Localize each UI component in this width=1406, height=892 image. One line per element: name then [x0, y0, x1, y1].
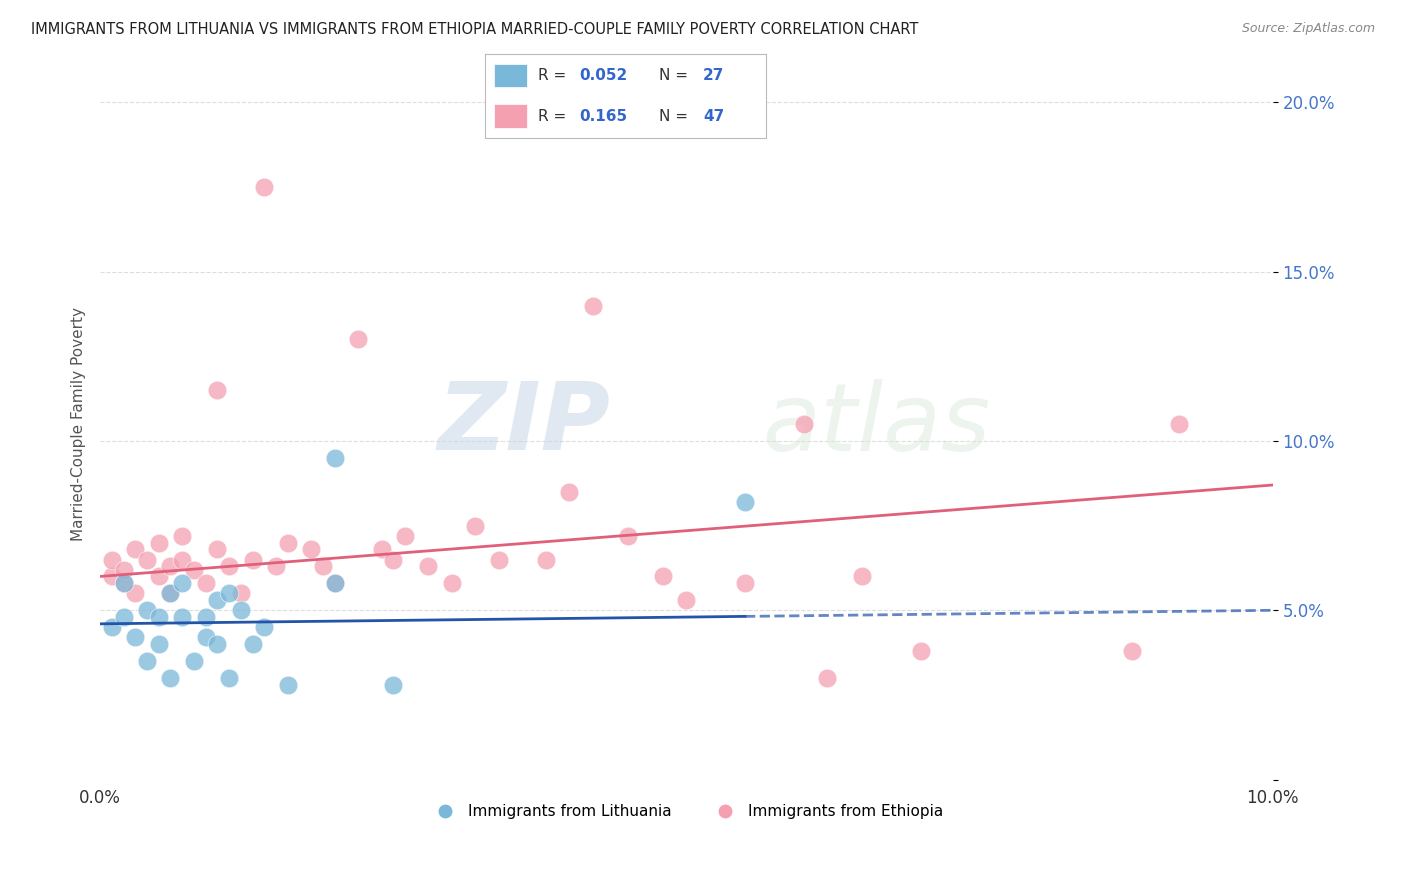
Point [194, 610, 217, 624]
Point [101, 569, 124, 583]
Point [207, 637, 229, 651]
Point [136, 552, 159, 566]
Text: 47: 47 [703, 109, 724, 124]
Point [464, 518, 486, 533]
Point [172, 576, 194, 591]
Point [183, 654, 205, 668]
Point [148, 610, 170, 624]
Point [183, 563, 205, 577]
Point [218, 671, 240, 685]
Point [194, 576, 217, 591]
Point [910, 644, 932, 658]
Point [253, 620, 276, 634]
Point [851, 569, 873, 583]
Point [793, 417, 815, 431]
Text: 0.052: 0.052 [579, 68, 627, 83]
Point [159, 586, 181, 600]
Text: 27: 27 [703, 68, 724, 83]
Point [172, 610, 194, 624]
Point [101, 620, 124, 634]
Bar [494, 63, 527, 87]
Point [312, 559, 335, 574]
Point [148, 569, 170, 583]
Point [124, 542, 146, 557]
Point [440, 576, 463, 591]
Point [124, 586, 146, 600]
Point [207, 593, 229, 607]
Point [229, 603, 252, 617]
Point [581, 299, 603, 313]
Point [218, 559, 240, 574]
Bar [494, 104, 527, 128]
Point [207, 542, 229, 557]
Point [159, 671, 181, 685]
Point [1167, 417, 1189, 431]
Point [207, 383, 229, 397]
Point [651, 569, 673, 583]
Point [616, 529, 638, 543]
Point [253, 180, 276, 194]
Point [558, 484, 581, 499]
Point [382, 678, 405, 692]
Point [675, 593, 697, 607]
Point [148, 637, 170, 651]
Point [370, 542, 392, 557]
Point [136, 654, 159, 668]
Point [277, 535, 299, 549]
Point [242, 637, 264, 651]
Point [323, 576, 346, 591]
Point [172, 552, 194, 566]
Point [815, 671, 838, 685]
Text: R =: R = [538, 109, 572, 124]
Point [242, 552, 264, 566]
Point [148, 535, 170, 549]
Text: IMMIGRANTS FROM LITHUANIA VS IMMIGRANTS FROM ETHIOPIA MARRIED-COUPLE FAMILY POVE: IMMIGRANTS FROM LITHUANIA VS IMMIGRANTS … [31, 22, 918, 37]
Point [112, 563, 135, 577]
Point [394, 529, 416, 543]
Point [172, 529, 194, 543]
Point [159, 559, 181, 574]
Point [534, 552, 557, 566]
Point [194, 631, 217, 645]
Text: N =: N = [659, 109, 693, 124]
Point [112, 576, 135, 591]
Y-axis label: Married-Couple Family Poverty: Married-Couple Family Poverty [72, 307, 86, 541]
Point [136, 603, 159, 617]
Point [112, 610, 135, 624]
Text: N =: N = [659, 68, 693, 83]
Point [418, 559, 440, 574]
Legend: Immigrants from Lithuania, Immigrants from Ethiopia: Immigrants from Lithuania, Immigrants fr… [423, 798, 949, 825]
Point [101, 552, 124, 566]
Point [124, 631, 146, 645]
Text: R =: R = [538, 68, 572, 83]
Point [277, 678, 299, 692]
Point [347, 333, 370, 347]
Point [229, 586, 252, 600]
Point [159, 586, 181, 600]
Point [299, 542, 322, 557]
Point [264, 559, 287, 574]
Text: Source: ZipAtlas.com: Source: ZipAtlas.com [1241, 22, 1375, 36]
Point [382, 552, 405, 566]
Point [1121, 644, 1143, 658]
Text: 0.165: 0.165 [579, 109, 627, 124]
Text: atlas: atlas [762, 378, 991, 469]
Point [323, 576, 346, 591]
Point [488, 552, 510, 566]
Text: ZIP: ZIP [437, 378, 610, 470]
Point [734, 576, 756, 591]
Point [218, 586, 240, 600]
Point [323, 450, 346, 465]
Point [734, 495, 756, 509]
Point [112, 576, 135, 591]
